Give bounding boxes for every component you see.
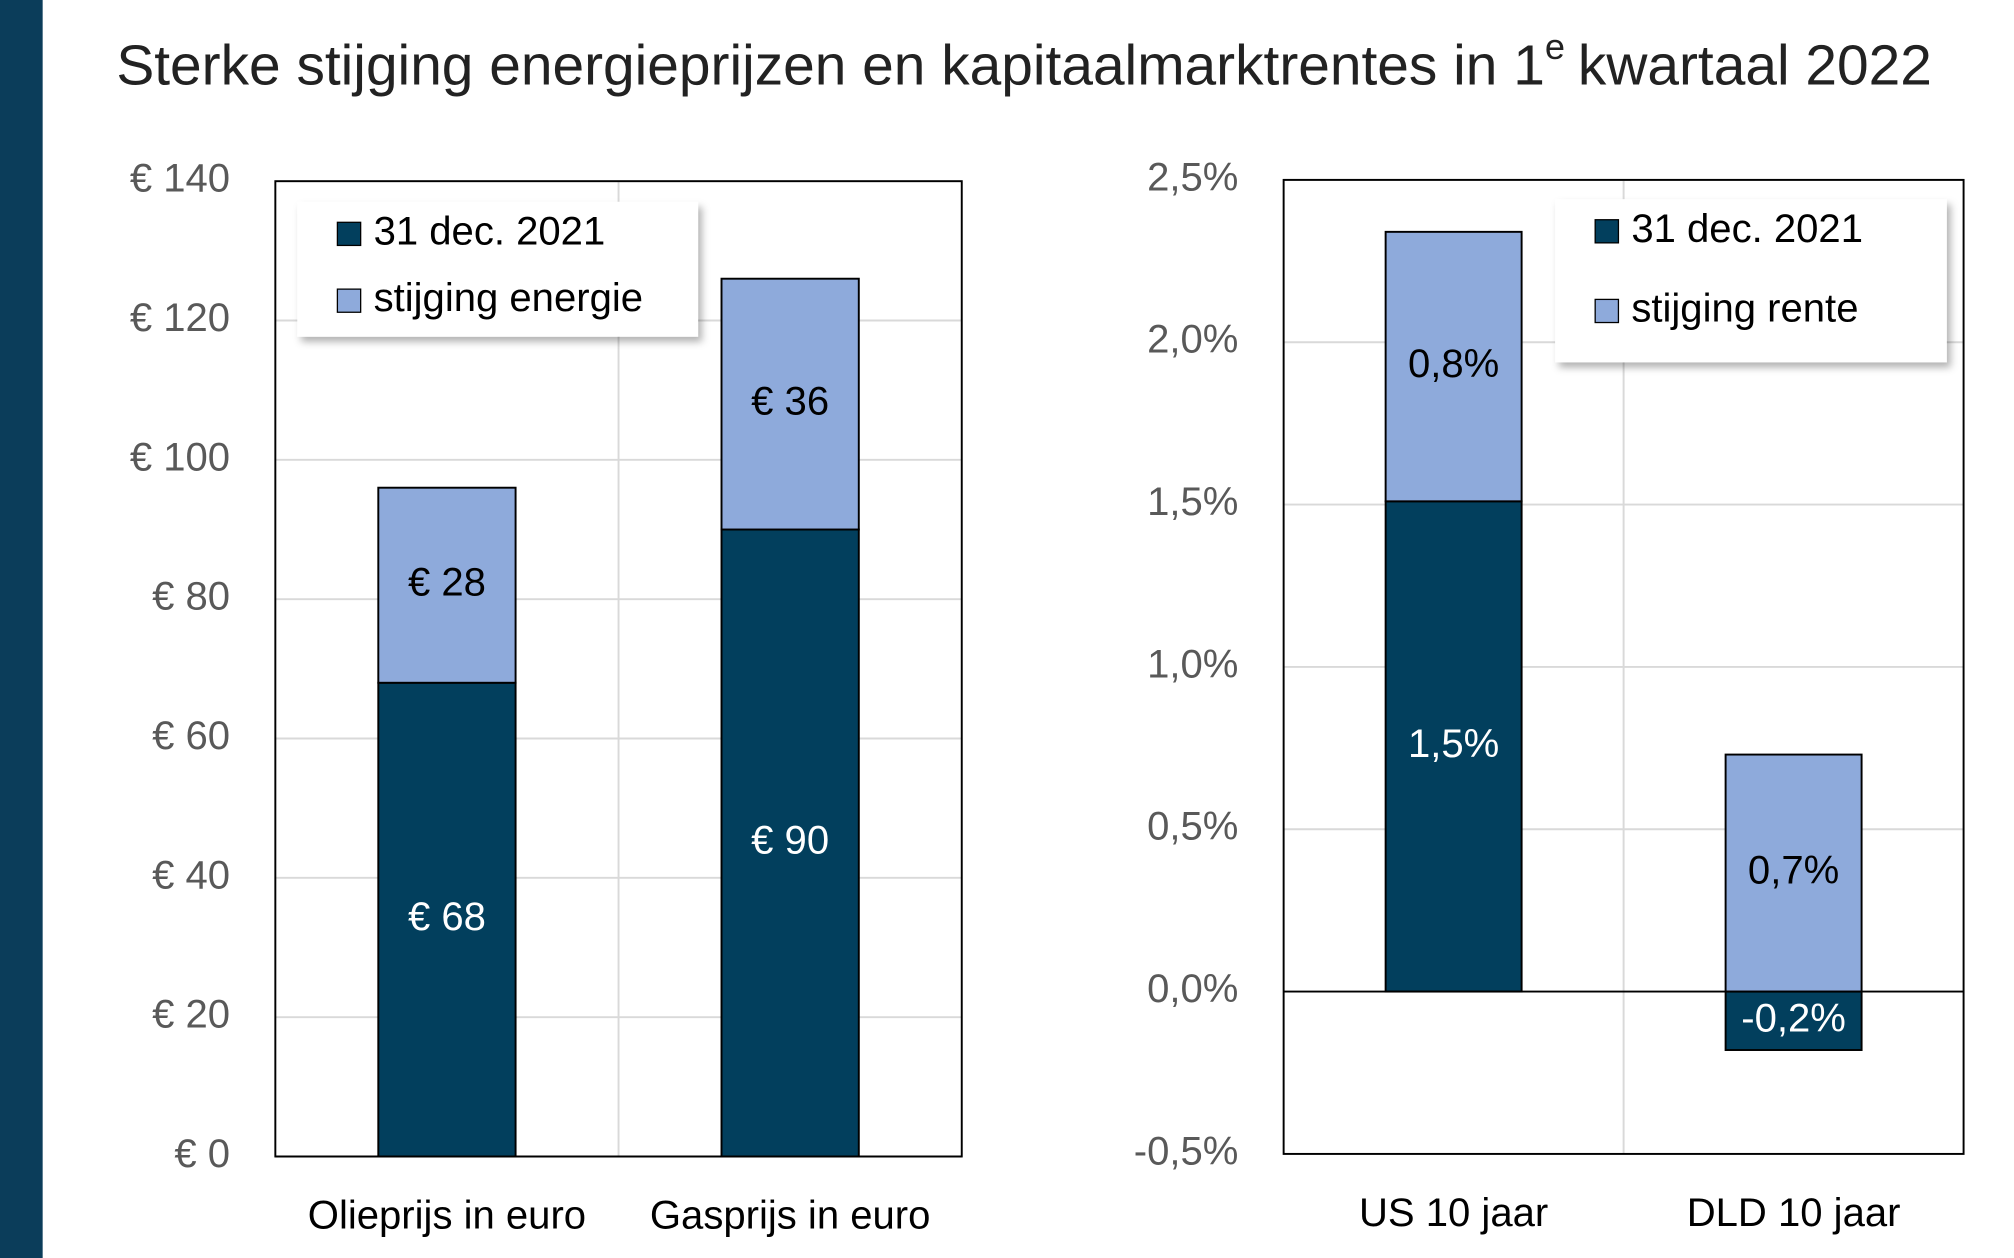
y-tick-label: € 0 (174, 1132, 230, 1176)
y-tick-label: € 60 (152, 714, 230, 758)
plot-frame (274, 180, 963, 1158)
y-tick-label: 0,5% (1147, 805, 1238, 849)
title-text: Sterke stijging energieprijzen en kapita… (116, 34, 1544, 97)
legend-label: 31 dec. 2021 (1631, 207, 1863, 251)
x-tick-label: Olieprijs in euro (308, 1194, 586, 1238)
legend-box (1555, 199, 1947, 363)
y-tick-label: 2,5% (1147, 156, 1238, 200)
y-tick-label: 1,0% (1147, 643, 1238, 687)
side-strip (0, 0, 43, 1258)
y-tick-label: € 100 (130, 435, 230, 479)
legend-box (297, 201, 699, 337)
value-label: -0,2% (1741, 996, 1846, 1040)
bar-segment (720, 277, 860, 531)
bar-segment (377, 486, 517, 684)
legend-swatch (336, 288, 362, 313)
title-text: kwartaal 2022 (1578, 34, 1932, 97)
value-label: € 90 (751, 819, 829, 863)
x-tick-label: US 10 jaar (1359, 1191, 1548, 1235)
y-tick-label: 0,0% (1147, 967, 1238, 1011)
title-superscript: e (1545, 25, 1565, 66)
page-title: Sterke stijging energieprijzen en kapita… (116, 25, 1932, 97)
y-tick-label: -0,5% (1134, 1130, 1239, 1174)
x-tick-label: Gasprijs in euro (650, 1194, 931, 1238)
legend-swatch (1594, 219, 1620, 244)
legend-label: stijging energie (374, 276, 643, 320)
bar-segment (1384, 230, 1523, 503)
y-tick-label: € 140 (130, 157, 230, 201)
value-label: € 68 (408, 895, 486, 939)
legend-swatch (1594, 298, 1620, 324)
y-tick-label: 1,5% (1147, 480, 1238, 524)
legend-swatch (336, 221, 362, 247)
value-label: 1,5% (1408, 722, 1499, 766)
y-tick-label: € 40 (152, 853, 230, 897)
x-tick-label: DLD 10 jaar (1687, 1191, 1901, 1235)
y-tick-label: € 120 (130, 296, 230, 340)
value-label: 0,8% (1408, 342, 1499, 386)
bar-segment (377, 681, 517, 1158)
value-label: € 36 (751, 380, 829, 424)
value-label: 0,7% (1748, 849, 1839, 893)
plot-frame (1282, 178, 1965, 1155)
legend-label: 31 dec. 2021 (374, 209, 606, 253)
y-tick-label: € 20 (152, 993, 230, 1037)
legend-label: stijging rente (1631, 287, 1858, 331)
bar-segment (1384, 500, 1523, 993)
value-label: € 28 (408, 561, 486, 605)
y-tick-label: 2,0% (1147, 318, 1238, 362)
y-tick-label: € 80 (152, 575, 230, 619)
bar-segment (1724, 753, 1863, 993)
